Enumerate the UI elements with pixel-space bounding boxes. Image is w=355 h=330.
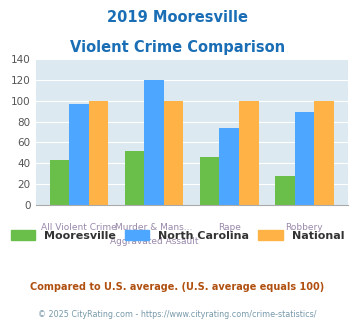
Text: Rape: Rape — [218, 223, 241, 232]
Bar — [164, 101, 184, 205]
Bar — [144, 80, 164, 205]
Text: All Violent Crime: All Violent Crime — [41, 223, 117, 232]
Bar — [50, 160, 69, 205]
Bar — [200, 157, 219, 205]
Text: Compared to U.S. average. (U.S. average equals 100): Compared to U.S. average. (U.S. average … — [31, 282, 324, 292]
Bar — [314, 101, 334, 205]
Text: 2019 Mooresville: 2019 Mooresville — [107, 10, 248, 25]
Text: Aggravated Assault: Aggravated Assault — [110, 237, 198, 246]
Text: Robbery: Robbery — [285, 223, 323, 232]
Bar — [125, 151, 144, 205]
Bar — [239, 101, 258, 205]
Bar — [295, 112, 314, 205]
Bar — [219, 128, 239, 205]
Bar — [89, 101, 108, 205]
Text: Murder & Mans...: Murder & Mans... — [115, 223, 193, 232]
Bar — [69, 104, 89, 205]
Text: © 2025 CityRating.com - https://www.cityrating.com/crime-statistics/: © 2025 CityRating.com - https://www.city… — [38, 310, 317, 319]
Text: Violent Crime Comparison: Violent Crime Comparison — [70, 40, 285, 54]
Legend: Mooresville, North Carolina, National: Mooresville, North Carolina, National — [11, 230, 344, 241]
Bar — [275, 176, 295, 205]
